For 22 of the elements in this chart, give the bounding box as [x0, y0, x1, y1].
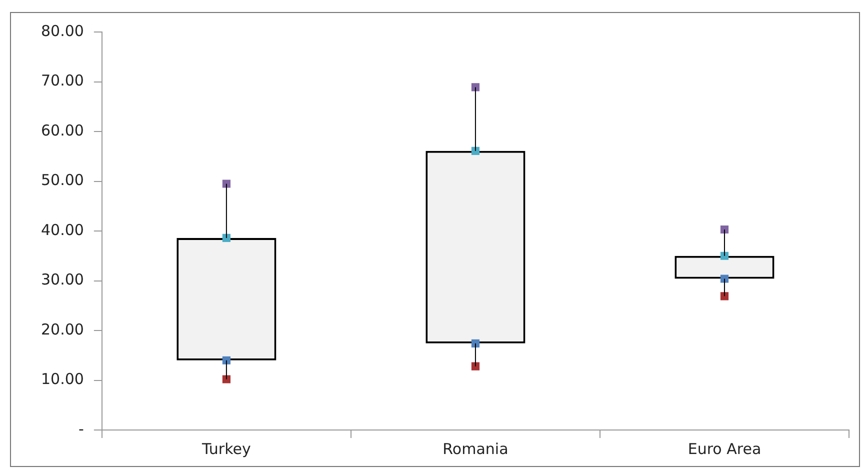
point	[222, 234, 230, 242]
y-tick-label: 60.00	[40, 121, 84, 140]
y-tick-label: 10.00	[40, 370, 84, 388]
point	[222, 375, 230, 384]
y-tick-label: 50.00	[40, 171, 84, 190]
x-tick-label: Euro Area	[688, 440, 762, 458]
x-tick-label: Romania	[442, 440, 508, 458]
point	[222, 356, 230, 364]
y-tick-label: -	[78, 420, 84, 438]
point	[222, 180, 230, 188]
y-tick-label: 40.00	[40, 220, 84, 239]
point	[471, 362, 480, 370]
y-tick-label: 20.00	[40, 320, 84, 338]
point	[471, 339, 480, 348]
point	[720, 292, 729, 300]
y-tick-label: 80.00	[40, 22, 84, 40]
point	[720, 274, 729, 283]
y-tick-label: 30.00	[40, 270, 84, 289]
point	[471, 83, 480, 92]
point	[471, 146, 480, 155]
x-tick-label: Turkey	[201, 440, 251, 458]
y-tick-label: 70.00	[40, 72, 84, 90]
